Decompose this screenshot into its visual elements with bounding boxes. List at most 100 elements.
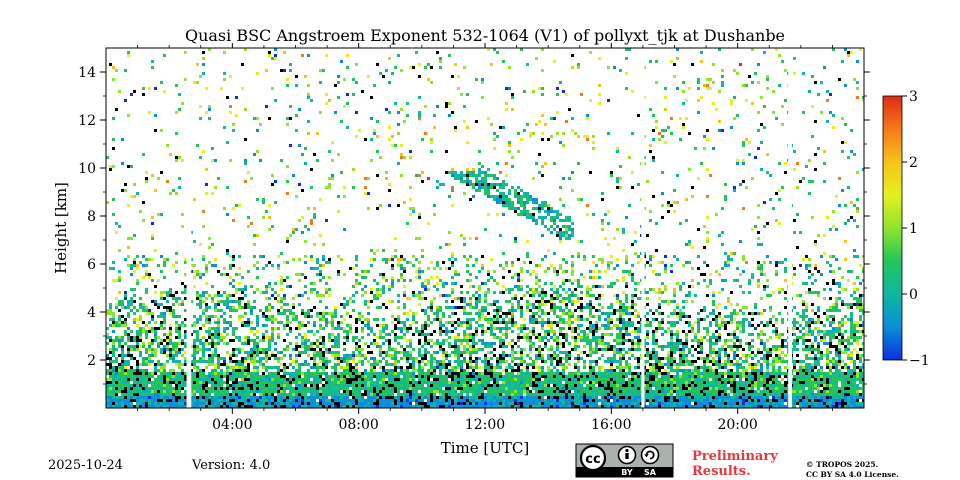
heat-pixel: [544, 225, 547, 228]
heat-pixel: [556, 399, 559, 402]
heat-pixel: [535, 375, 538, 378]
heat-pixel: [385, 399, 388, 402]
heat-pixel: [319, 348, 322, 351]
heat-pixel: [346, 339, 349, 342]
heat-pixel: [553, 372, 556, 375]
heat-pixel: [421, 372, 424, 375]
heat-pixel: [286, 261, 289, 264]
heat-pixel: [139, 261, 142, 264]
heat-pixel: [520, 351, 523, 354]
heat-pixel: [331, 405, 334, 408]
heat-pixel: [412, 405, 415, 408]
heat-pixel: [442, 402, 445, 405]
heat-pixel: [559, 351, 562, 354]
heat-pixel: [322, 294, 325, 297]
heat-pixel: [148, 321, 151, 324]
heat-pixel: [541, 390, 544, 393]
heat-pixel: [517, 327, 520, 330]
heat-pixel: [409, 375, 412, 378]
heat-pixel: [544, 204, 547, 207]
heat-pixel: [268, 390, 271, 393]
heat-pixel: [538, 333, 541, 336]
heat-pixel: [202, 348, 205, 351]
heat-pixel: [112, 261, 115, 264]
heat-pixel: [334, 111, 337, 114]
heat-pixel: [334, 375, 337, 378]
heat-pixel: [520, 357, 523, 360]
heat-pixel: [559, 300, 562, 303]
heat-pixel: [556, 345, 559, 348]
heat-pixel: [538, 393, 541, 396]
heat-pixel: [217, 342, 220, 345]
heat-pixel: [442, 342, 445, 345]
heat-pixel: [136, 282, 139, 285]
heat-pixel: [202, 225, 205, 228]
heat-pixel: [427, 360, 430, 363]
heat-pixel: [370, 159, 373, 162]
heat-pixel: [466, 381, 469, 384]
heat-pixel: [121, 348, 124, 351]
heat-pixel: [433, 126, 436, 129]
heat-pixel: [136, 309, 139, 312]
heat-pixel: [511, 288, 514, 291]
heat-pixel: [367, 381, 370, 384]
heat-pixel: [454, 387, 457, 390]
heat-pixel: [286, 180, 289, 183]
heat-pixel: [493, 372, 496, 375]
heat-pixel: [208, 399, 211, 402]
heat-pixel: [538, 405, 541, 408]
heat-pixel: [469, 363, 472, 366]
heat-pixel: [385, 384, 388, 387]
heat-pixel: [511, 402, 514, 405]
heat-pixel: [109, 168, 112, 171]
heat-pixel: [133, 288, 136, 291]
heat-pixel: [304, 372, 307, 375]
heat-pixel: [271, 294, 274, 297]
heat-pixel: [538, 264, 541, 267]
heat-pixel: [544, 387, 547, 390]
heat-pixel: [304, 351, 307, 354]
heat-pixel: [478, 183, 481, 186]
heat-pixel: [391, 144, 394, 147]
heat-pixel: [205, 360, 208, 363]
heat-pixel: [502, 351, 505, 354]
heat-pixel: [253, 390, 256, 393]
heat-pixel: [517, 300, 520, 303]
heat-pixel: [139, 318, 142, 321]
heat-pixel: [454, 171, 457, 174]
heat-pixel: [328, 261, 331, 264]
heat-pixel: [343, 327, 346, 330]
heat-pixel: [493, 390, 496, 393]
heat-pixel: [538, 399, 541, 402]
heat-pixel: [388, 111, 391, 114]
heat-pixel: [559, 327, 562, 330]
heat-pixel: [199, 390, 202, 393]
heat-pixel: [127, 264, 130, 267]
heat-pixel: [379, 372, 382, 375]
heat-pixel: [421, 402, 424, 405]
heat-pixel: [112, 405, 115, 408]
heat-pixel: [541, 291, 544, 294]
heat-pixel: [469, 399, 472, 402]
heat-pixel: [499, 366, 502, 369]
heat-pixel: [304, 402, 307, 405]
heat-pixel: [268, 339, 271, 342]
heat-pixel: [310, 402, 313, 405]
heat-pixel: [211, 405, 214, 408]
heat-pixel: [268, 342, 271, 345]
heat-pixel: [469, 297, 472, 300]
heat-pixel: [340, 399, 343, 402]
heat-pixel: [532, 363, 535, 366]
heat-pixel: [322, 384, 325, 387]
heat-pixel: [202, 309, 205, 312]
heat-pixel: [451, 276, 454, 279]
heat-pixel: [370, 264, 373, 267]
heat-pixel: [163, 396, 166, 399]
heat-pixel: [115, 357, 118, 360]
heat-pixel: [361, 387, 364, 390]
heat-pixel: [280, 369, 283, 372]
heat-pixel: [202, 387, 205, 390]
heat-pixel: [358, 384, 361, 387]
heat-pixel: [193, 351, 196, 354]
heat-pixel: [400, 336, 403, 339]
